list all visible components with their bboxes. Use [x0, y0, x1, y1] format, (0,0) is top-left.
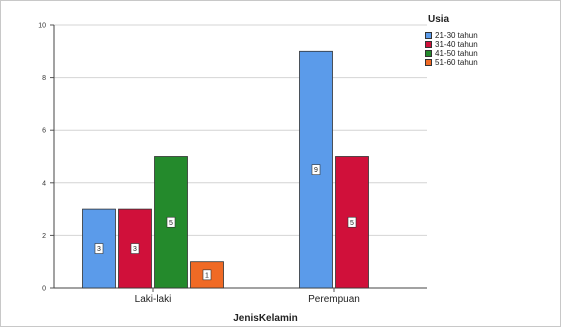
y-tick-label: 2: [42, 233, 46, 240]
legend-title: Usia: [428, 14, 450, 25]
legend-item: 51-60 tahun: [425, 58, 478, 67]
data-label: 5: [350, 220, 354, 227]
data-label-box: [94, 243, 104, 254]
y-tick-label: 10: [38, 23, 46, 30]
data-label: 3: [97, 246, 101, 253]
data-label-box: [347, 216, 357, 228]
y-tick-label: 6: [42, 128, 46, 135]
x-axis-label: JenisKelamin: [233, 313, 297, 324]
data-label: 1: [205, 272, 209, 279]
legend: Usia 21-30 tahun 31-40 tahun 41-50 tahun 51…: [425, 14, 478, 67]
data-label-box: [311, 164, 321, 175]
legend-label: 31-40 tahun: [435, 40, 478, 49]
legend-label: 21-30 tahun: [435, 31, 478, 40]
data-label: 3: [133, 246, 137, 253]
y-tick-label: 4: [42, 180, 46, 187]
x-tick-label: Perempuan: [308, 294, 360, 305]
data-label-box: [166, 216, 176, 228]
x-tick-label: Laki-laki: [135, 294, 172, 305]
data-label: 9: [314, 167, 318, 174]
legend-swatch: [425, 32, 432, 39]
y-tick-label: 0: [42, 286, 46, 293]
legend-swatch: [425, 41, 432, 48]
legend-swatch: [425, 50, 432, 57]
legend-label: 51-60 tahun: [435, 58, 478, 67]
legend-item: 41-50 tahun: [425, 49, 478, 58]
legend-item: 21-30 tahun: [425, 31, 478, 40]
data-label-box: [202, 269, 212, 281]
legend-swatch: [425, 59, 432, 66]
legend-item: 31-40 tahun: [425, 40, 478, 49]
data-label: 5: [169, 220, 173, 227]
data-label-box: [130, 243, 140, 254]
legend-items: 21-30 tahun 31-40 tahun 41-50 tahun 51-60 t…: [425, 31, 478, 67]
y-tick-label: 8: [42, 75, 46, 82]
legend-label: 41-50 tahun: [435, 49, 478, 58]
